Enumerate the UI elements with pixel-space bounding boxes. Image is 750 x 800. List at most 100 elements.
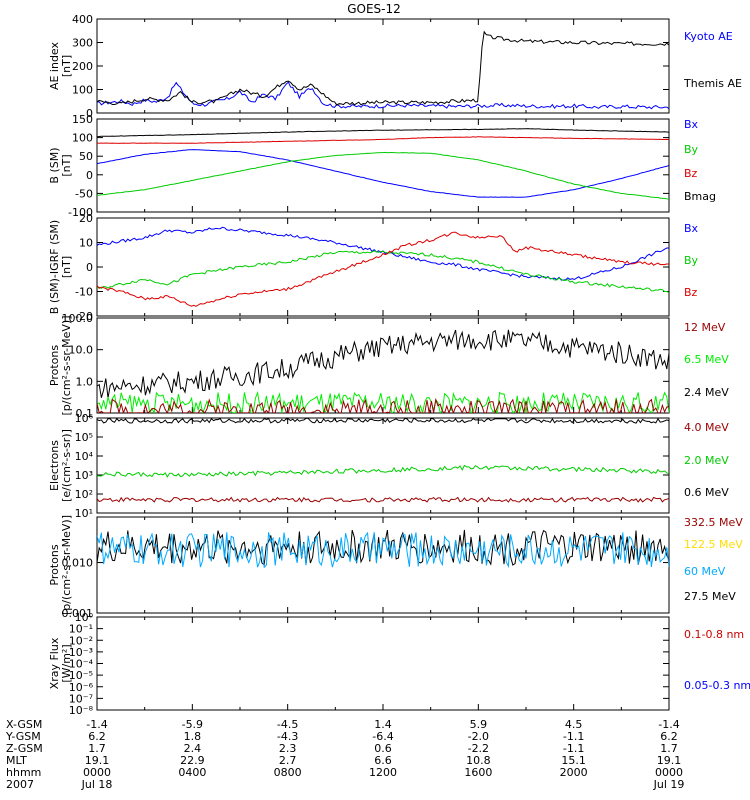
y-tick-label: 0 [86,107,93,120]
y-axis-label-line: [e/(cm²-s-sr)] [60,429,73,502]
legend-2-0-mev: 2.0 MeV [684,454,729,467]
series-group [97,529,669,569]
ephemeris-value: 1200 [369,766,397,779]
y-tick-label: 100 [72,132,93,145]
y-axis-label-line: [p/(cm²-s-sr-MeV)] [60,316,73,416]
legend-bz: Bz [684,167,698,180]
legend-27-5-mev: 27.5 MeV [684,590,736,603]
y-axis-label-line: [nT] [60,154,73,176]
y-axis-label: B (SM)-IGRF (SM)[nT] [48,220,73,314]
ephemeris-row-label: hhmm [6,766,41,779]
legend-bz: Bz [684,286,698,299]
legend-6-5-mev: 6.5 MeV [684,353,729,366]
ephemeris-value: -1.1 [563,730,584,743]
panel-frame [96,18,670,114]
legend-2-4-mev: 2.4 MeV [684,386,729,399]
panel-frame [96,118,670,213]
ephemeris-row-label: MLT [6,754,27,767]
y-axis-label-line: Protons [48,345,61,386]
ephemeris-value: -2.2 [468,742,489,755]
y-axis-label: Protons[p/(cm²-s-sr-MeV)] [48,515,73,615]
y-axis-label-line: Protons [48,544,61,585]
ephemeris-value: 0000 [655,766,683,779]
y-tick-label: 10⁶ [75,412,94,425]
series-group [97,418,669,503]
ephemeris-row-label: Y-GSM [5,730,41,743]
y-tick-label: 10⁻⁶ [69,681,94,694]
y-axis-label-line: [nT] [60,55,73,77]
y-tick-label: 100.0 [62,312,94,325]
legend-332-5-mev: 332.5 MeV [684,516,743,529]
y-axis-label-line: [W/m²] [60,644,73,682]
series-60-mev [97,531,669,569]
ephemeris-value: 2.3 [279,742,297,755]
series-kyoto-ae [97,81,669,110]
y-tick-label: 10⁰ [75,611,94,624]
legend-0-6-mev: 0.6 MeV [684,486,729,499]
y-axis-label-line: AE index [48,41,61,90]
ephemeris-value: 1.4 [374,718,392,731]
ephemeris-value: -1.4 [86,718,107,731]
ephemeris-value: -4.3 [277,730,298,743]
y-tick-label: -10 [75,286,93,299]
ephemeris-value: -2.0 [468,730,489,743]
ephemeris-value: 10.8 [466,754,491,767]
y-tick-label: -50 [75,187,93,200]
ephemeris-value: -1.4 [658,718,679,731]
legend-12-mev: 12 MeV [684,321,726,334]
panel-frame [96,217,670,317]
legend-by: By [684,143,699,156]
y-tick-label: -100 [68,206,93,219]
y-tick-label: 50 [79,150,93,163]
series-2-4-mev [97,329,669,398]
panel-5: 10⁶10⁵10⁴10³10²10¹Electrons[e/(cm²-s-sr)… [48,412,729,520]
y-axis-label: Protons[p/(cm²-s-sr-MeV)] [48,316,73,416]
y-tick-label: 10⁵ [75,431,93,444]
ephemeris-row-label: Z-GSM [6,742,43,755]
ephemeris-value: -4.5 [277,718,298,731]
series-group [97,329,669,413]
ephemeris-value: 1600 [464,766,492,779]
ephemeris-value: 2000 [560,766,588,779]
y-axis-label: AE index[nT] [48,41,73,90]
series-bz [97,136,669,144]
ephemeris-value: 5.9 [470,718,488,731]
ephemeris-value: 22.9 [180,754,205,767]
legend-bmag: Bmag [684,190,716,203]
y-axis-label-line: [nT] [60,256,73,278]
panel-1: 400 300 200 100 0 AE index[nT] Kyoto AE Themis … [48,13,742,120]
y-tick-label: 10.0 [69,344,94,357]
y-tick-label: 10⁻³ [69,646,93,659]
panel-2: 150 100 50 0 -50 -100 B (SM)[nT] Bx By Bz Bmag [48,113,716,219]
series-bz [97,231,669,307]
panel-4: 100.010.01.00.1Protons[p/(cm²-s-sr-MeV)]… [48,312,729,420]
y-axis-label-line: B (SM) [48,147,61,183]
panel-frame [96,616,670,711]
legend-0-1-0-8-nm: 0.1-0.8 nm [684,628,744,641]
y-tick-label: 300 [72,37,93,50]
series-group [97,30,669,110]
panel-frame [96,317,670,414]
y-tick-label: 0.1 [76,407,94,420]
y-tick-label: 200 [72,60,93,73]
y-tick-label: 0 [86,169,93,182]
y-tick-label: -20 [75,310,93,323]
ephemeris-value: 2.4 [184,742,202,755]
legend-bx: Bx [684,222,699,235]
y-tick-label: 10⁴ [75,450,94,463]
ephemeris-value: 0.6 [374,742,392,755]
ephemeris-row-label: X-GSM [6,718,42,731]
y-tick-label: 10³ [75,469,93,482]
y-tick-label: 10¹ [75,507,93,520]
y-axis-label-line: Xray Flux [48,637,61,689]
ephemeris-value: 0800 [274,766,302,779]
series-bx [97,149,669,198]
series-by [97,151,669,200]
series-2-0-mev [97,464,669,478]
series-4-0-mev [97,496,669,503]
y-axis-label: Electrons[e/(cm²-s-sr)] [48,429,73,502]
